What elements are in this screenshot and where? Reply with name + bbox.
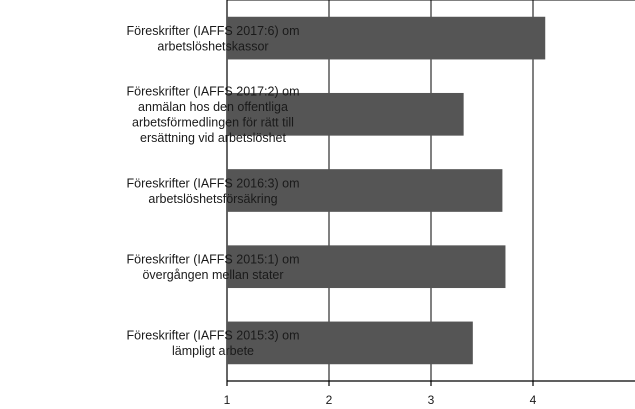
category-label-line: Föreskrifter (IAFFS 2017:2) om <box>127 85 300 99</box>
x-tick-label: 3 <box>428 393 435 407</box>
x-tick-label: 2 <box>326 393 333 407</box>
category-labels: Föreskrifter (IAFFS 2017:6) om arbetslösh… <box>127 24 300 358</box>
category-label-line: ersättning vid arbetslöshet <box>140 131 286 145</box>
bar <box>227 321 473 365</box>
category-label-line: arbetsförmedlingen för rätt till <box>132 116 294 130</box>
category-label-line: Föreskrifter (IAFFS 2016:3) om <box>127 176 300 190</box>
category-label-line: lämpligt arbete <box>172 344 254 358</box>
bar <box>227 245 506 289</box>
category-label: Föreskrifter (IAFFS 2017:2) om anmälan ho… <box>127 85 300 146</box>
category-label-line: anmälan hos den offentliga <box>138 100 288 114</box>
bar <box>227 169 503 212</box>
bar <box>227 92 464 136</box>
category-label: Föreskrifter (IAFFS 2016:3) om arbetslösh… <box>127 176 300 206</box>
category-label: Föreskrifter (IAFFS 2015:1) om övergången… <box>127 252 300 282</box>
x-tick-label: 1 <box>224 393 231 407</box>
bar <box>227 16 546 60</box>
category-label-line: Föreskrifter (IAFFS 2015:1) om <box>127 252 300 266</box>
x-axis: 1 2 3 4 <box>224 381 537 407</box>
bars <box>227 16 546 365</box>
category-label-line: övergången mellan stater <box>142 268 283 282</box>
category-label: Föreskrifter (IAFFS 2015:3) om lämpligt a… <box>127 329 300 359</box>
category-label-line: Föreskrifter (IAFFS 2017:6) om <box>127 24 300 38</box>
x-tick-label: 4 <box>530 393 537 407</box>
category-label-line: arbetslöshetskassor <box>157 39 268 53</box>
category-label-line: Föreskrifter (IAFFS 2015:3) om <box>127 329 300 343</box>
category-label: Föreskrifter (IAFFS 2017:6) om arbetslösh… <box>127 24 300 54</box>
category-label-line: arbetslöshetsförsäkring <box>148 192 277 206</box>
